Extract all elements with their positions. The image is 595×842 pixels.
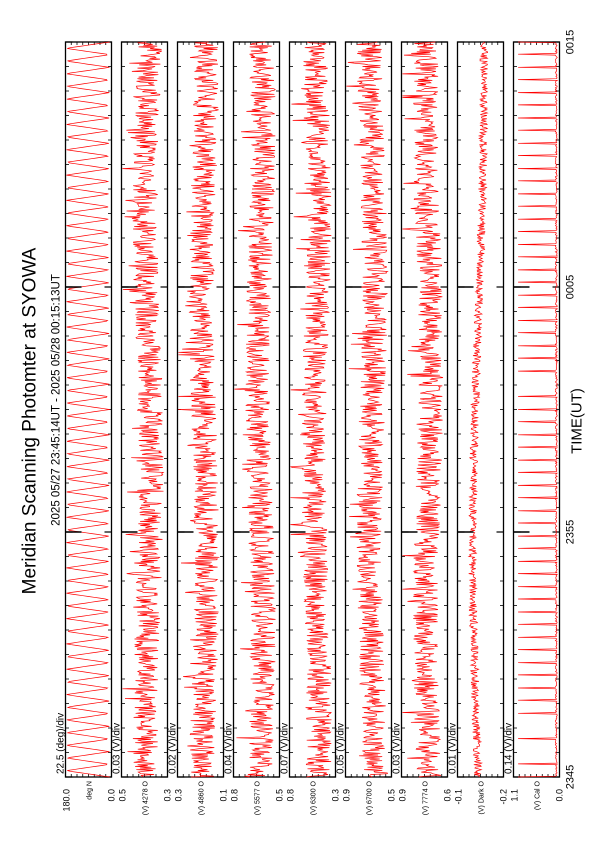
y-tick-label-top: 0.9 bbox=[341, 789, 351, 802]
y-tick-label-top: 180.0 bbox=[61, 789, 71, 812]
x-tick-label: 2345 bbox=[564, 765, 576, 789]
panel-ch6: 0.03 (V)/div 0.9 0.6 (V) 7774 O bbox=[391, 41, 452, 815]
y-tick-label-bottom: 0.5 bbox=[386, 789, 396, 802]
x-axis-label: TIME(UT) bbox=[568, 388, 585, 454]
series-line-ch4 bbox=[289, 41, 332, 778]
panel-unit-label: (V) 6300 O bbox=[310, 780, 317, 815]
panel-scale-label: 0.14 (V)/div bbox=[503, 723, 514, 774]
x-tick-label: 0015 bbox=[564, 30, 576, 54]
y-tick-label-top: 0.3 bbox=[173, 789, 183, 802]
series-line-ch8 bbox=[517, 41, 558, 778]
chart-subtitle: 2025 05/27 23:45:14UT - 2025 05/28 00:15… bbox=[50, 274, 62, 526]
x-axis: 2345 2355 0005 0015 bbox=[65, 30, 576, 789]
chart-title: Meridian Scanning Photomter at SYOWA bbox=[19, 247, 40, 594]
panel-ch7: 0.01 (V)/div -0.1 -0.2 (V) Dark O bbox=[447, 41, 508, 814]
y-tick-label-top: 0.5 bbox=[117, 789, 127, 802]
series-line-angle bbox=[65, 41, 110, 778]
panel-ch2: 0.02 (V)/div 0.3 0.1 (V) 4860 O bbox=[167, 41, 228, 815]
panel-unit-label: (V) 5577 O bbox=[254, 780, 261, 815]
panel-unit-label: (V) 4278 O bbox=[142, 780, 149, 815]
panel-ch5: 0.05 (V)/div 0.9 0.5 (V) 6700 O bbox=[335, 41, 396, 815]
panel-ch4: 0.07 (V)/div 0.8 0.3 (V) 6300 O bbox=[279, 41, 340, 815]
y-tick-label-bottom: 0.0 bbox=[554, 789, 564, 802]
y-tick-label-bottom: 0.3 bbox=[162, 789, 172, 802]
panel-unit-label: (V) Dark O bbox=[478, 780, 485, 814]
panel-scale-label: 0.03 (V)/div bbox=[391, 723, 402, 774]
panel-frame bbox=[64, 41, 112, 778]
panel-unit-label: (V) 4860 O bbox=[198, 780, 205, 815]
panel-scale-label: 0.02 (V)/div bbox=[167, 723, 178, 774]
panel-unit-label: deg N bbox=[86, 781, 93, 800]
x-tick-label: 2355 bbox=[564, 520, 576, 544]
panel-ch1: 0.03 (V)/div 0.5 0.3 (V) 4278 O bbox=[111, 41, 172, 815]
y-tick-label-bottom: 0.6 bbox=[442, 789, 452, 802]
y-tick-label-bottom: 0.5 bbox=[274, 789, 284, 802]
y-tick-label-top: 0.8 bbox=[229, 789, 239, 802]
x-tick-label: 0005 bbox=[564, 275, 576, 299]
y-tick-label-top: 1.1 bbox=[509, 789, 519, 802]
y-tick-label-bottom: 0.0 bbox=[106, 789, 116, 802]
panel-frame bbox=[232, 41, 280, 778]
panel-scale-label: 0.01 (V)/div bbox=[447, 723, 458, 774]
panel-scale-label: 0.05 (V)/div bbox=[335, 723, 346, 774]
series-line-ch5 bbox=[345, 41, 389, 778]
panel-scale-label: 0.04 (V)/div bbox=[223, 723, 234, 774]
panel-angle: 22.5 (deg)/div 180.0 0.0 deg N bbox=[55, 41, 116, 812]
panel-scale-label: 22.5 (deg)/div bbox=[55, 713, 66, 774]
panel-unit-label: (V) Cal O bbox=[534, 780, 541, 810]
series-line-ch6 bbox=[401, 41, 443, 778]
series-line-ch7 bbox=[467, 41, 489, 778]
y-tick-label-top: 0.8 bbox=[285, 789, 295, 802]
panel-scale-label: 0.07 (V)/div bbox=[279, 723, 290, 774]
panel-unit-label: (V) 6700 O bbox=[366, 780, 373, 815]
panel-unit-label: (V) 7774 O bbox=[422, 780, 429, 815]
y-tick-label-bottom: 0.1 bbox=[218, 789, 228, 802]
y-tick-label-bottom: 0.3 bbox=[330, 789, 340, 802]
series-line-ch1 bbox=[121, 41, 164, 778]
series-line-ch2 bbox=[177, 41, 219, 778]
series-line-ch3 bbox=[233, 41, 276, 778]
panel-ch8: 0.14 (V)/div 1.1 0.0 (V) Cal O bbox=[503, 41, 564, 810]
y-tick-label-top: -0.1 bbox=[453, 789, 463, 805]
y-tick-label-top: 0.9 bbox=[397, 789, 407, 802]
panel-ch3: 0.04 (V)/div 0.8 0.5 (V) 5577 O bbox=[223, 41, 284, 815]
y-tick-label-bottom: -0.2 bbox=[498, 789, 508, 805]
panel-scale-label: 0.03 (V)/div bbox=[111, 723, 122, 774]
